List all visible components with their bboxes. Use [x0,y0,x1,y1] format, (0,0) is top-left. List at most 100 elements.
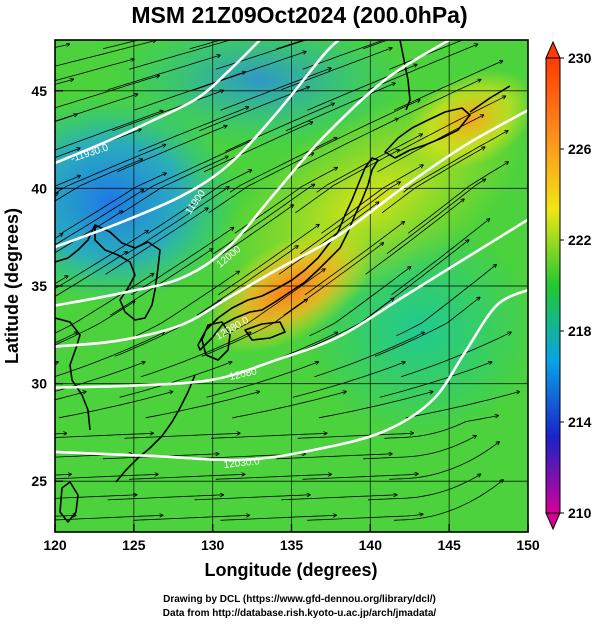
streamline [281,495,397,501]
streamline [389,40,464,70]
streamline [55,94,138,122]
streamline [276,40,306,50]
sakhalin-coastline [399,40,411,111]
streamline [211,433,327,439]
streamline [55,515,76,520]
streamline [400,332,511,378]
taiwan-coastline [59,481,79,523]
streamline [61,173,166,234]
streamline [379,362,492,398]
y-tick-label: 25 [31,473,47,489]
streamline [55,211,123,254]
streamline [0,28,44,49]
streamline [58,392,173,419]
x-tick-label: 150 [516,537,540,553]
colorbar-tick-label: 226 [568,141,592,157]
kyushu-coastline [201,321,231,361]
streamline [208,153,314,214]
streamline [129,474,245,480]
streamline [363,436,476,460]
streamline [0,495,50,500]
kuril-islands [469,85,511,113]
streamline [391,219,490,296]
streamline [136,271,239,337]
streamline [307,64,417,111]
streamline [194,52,307,91]
streamline [370,240,469,316]
streamline [283,243,384,316]
coastlines [55,40,511,523]
streamline [304,222,405,296]
streamline [398,96,506,152]
colorbar-tick-label: 222 [568,232,592,248]
x-tick-label: 140 [359,537,383,553]
streamline [403,131,508,193]
streamline [105,208,209,275]
x-tick-label: 125 [122,537,146,553]
streamline [107,55,221,91]
streamline [55,392,86,401]
streamline [147,170,252,234]
streamline [276,454,393,460]
streamline [232,392,346,419]
streamline [55,474,158,480]
streamline [393,480,503,521]
y-axis-title: Latitude (degrees) [2,208,22,364]
streamline [55,362,58,398]
hokkaido-coastline [384,107,471,159]
streamline [196,246,298,316]
streamline [145,392,260,419]
streamline [121,156,228,214]
streamline [189,40,223,50]
streamline [55,273,154,334]
streamline [55,252,128,297]
streamline [55,148,80,159]
credit-dcl: Drawing by DCL (https://www.gfd-dennou.o… [163,594,436,605]
colorbar-tick-label: 214 [568,414,592,430]
streamline [55,362,145,392]
streamline [384,416,499,439]
colorbar-min-arrow [545,512,561,531]
streamline [405,392,520,419]
credit-data-source: Data from http://database.rish.kyoto-u.a… [162,608,437,619]
y-tick-label: 30 [31,376,47,392]
colorbar-tick-label: 210 [568,505,592,521]
x-tick-label: 120 [43,537,67,553]
y-tick-label: 35 [31,278,47,294]
y-tick-label: 40 [31,180,47,196]
colorbar-tick-label: 230 [568,50,592,66]
contour-line [55,288,528,462]
streamline [128,40,232,70]
x-axis: 120 125 130 135 140 145 150 [43,524,540,553]
streamline [56,145,166,193]
y-tick-label: 45 [31,83,47,99]
chart-title: MSM 21Z09Oct2024 (200.0hPa) [131,2,468,28]
lat-lon-grid [55,40,528,532]
streamline [393,61,503,111]
streamline [213,184,315,255]
streamline [55,332,164,377]
streamline [321,165,424,234]
x-axis-title: Longitude (degrees) [204,560,377,580]
streamline [140,332,251,378]
streamline [0,454,46,459]
streamline [297,433,414,439]
streamline [55,190,144,246]
x-tick-label: 135 [280,537,304,553]
streamline [299,182,400,255]
streamline [201,299,308,357]
streamline [372,79,481,132]
streamline [292,362,405,398]
streamline [55,231,149,290]
korea-coastline [94,224,161,321]
streamline [222,269,325,337]
streamline [131,227,234,296]
contour-line [55,109,528,348]
streamline [117,126,227,173]
streamline [215,40,308,70]
streamline [225,103,334,152]
streamline [55,176,81,187]
streamline [220,515,337,521]
x-tick-label: 145 [437,537,461,553]
